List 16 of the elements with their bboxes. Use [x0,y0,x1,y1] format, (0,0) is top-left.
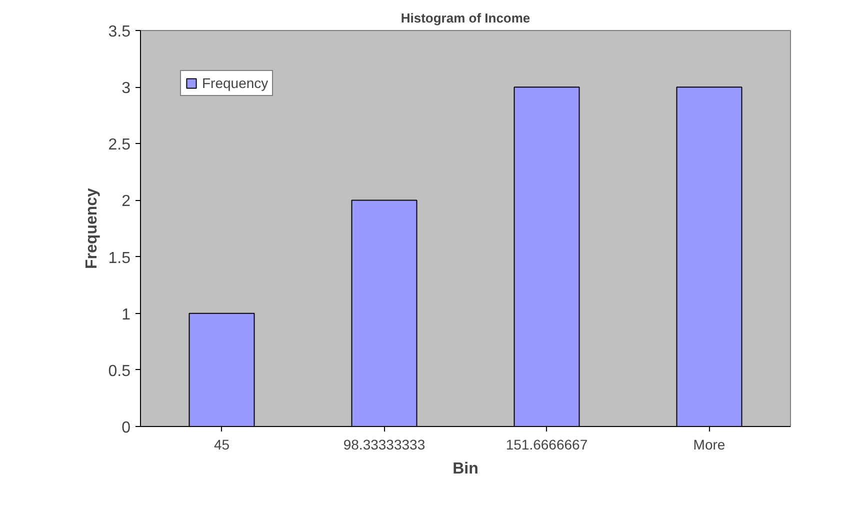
y-tick-label: 3.5 [108,24,131,40]
legend-label: Frequency [202,75,268,91]
chart-title: Histogram of Income [400,10,530,26]
y-tick-label: 3 [122,80,131,98]
x-tick-label: 45 [214,436,230,452]
y-tick-label: 0.5 [108,362,131,380]
y-tick-label: 0 [122,420,131,436]
y-tick-label: 2 [122,193,131,210]
x-tick-label: 151.6666667 [506,436,588,452]
y-axis-title: Frequency [83,188,100,269]
y-tick-label: 1 [122,306,131,324]
y-tick-label: 2.5 [108,136,131,154]
x-axis-title: Bin [452,460,478,478]
x-tick-label: More [693,436,726,452]
x-tick-label: 98.33333333 [343,436,426,452]
y-tick-label: 1.5 [108,250,131,267]
